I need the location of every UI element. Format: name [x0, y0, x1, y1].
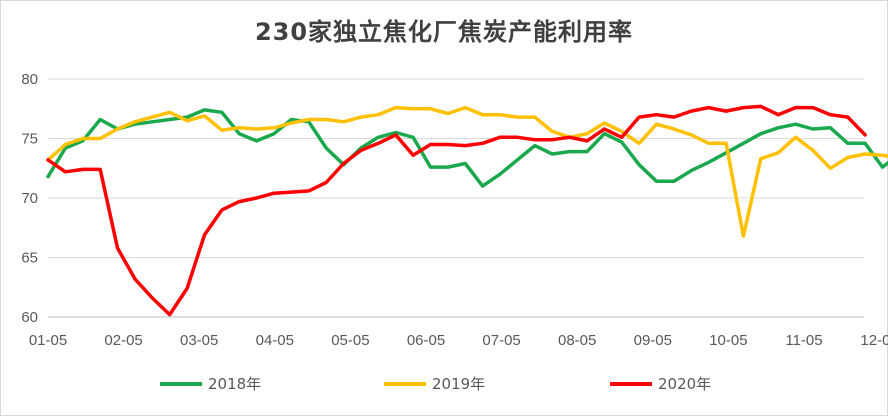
- legend-label: 2018年: [208, 375, 261, 393]
- series-line-1: [46, 108, 888, 188]
- x-tick-label: 04-05: [256, 332, 294, 349]
- y-tick-label: 70: [21, 190, 38, 207]
- x-tick-label: 03-05: [180, 332, 218, 349]
- x-tick-label: 06-05: [407, 332, 445, 349]
- x-tick-label: 12-05: [860, 332, 888, 349]
- x-tick-label: 01-05: [29, 332, 67, 349]
- x-tick-label: 09-05: [634, 332, 672, 349]
- y-tick-label: 80: [21, 71, 38, 88]
- y-tick-label: 75: [21, 131, 38, 148]
- x-tick-label: 11-05: [785, 332, 822, 349]
- chart-title: 230家独立焦化厂焦炭产能利用率: [254, 18, 634, 46]
- x-tick-label: 08-05: [558, 332, 596, 349]
- series-lines: [46, 104, 888, 317]
- x-tick-label: 05-05: [331, 332, 369, 349]
- series-line-3: [46, 104, 867, 317]
- legend: 2018年 2019年 2020年: [160, 375, 711, 393]
- gridlines: [48, 78, 864, 258]
- series-line-2: [46, 105, 888, 238]
- legend-label: 2019年: [432, 375, 485, 393]
- y-tick-label: 65: [21, 250, 38, 267]
- axes: 60 65 70 75 80 01-05 02-05 03-05 04-05 05-05 06-05…: [21, 71, 888, 349]
- x-tick-label: 10-05: [709, 332, 747, 349]
- y-tick-label: 60: [21, 309, 38, 326]
- x-tick-label: 07-05: [482, 332, 520, 349]
- legend-label: 2020年: [658, 375, 711, 393]
- x-tick-label: 02-05: [104, 332, 142, 349]
